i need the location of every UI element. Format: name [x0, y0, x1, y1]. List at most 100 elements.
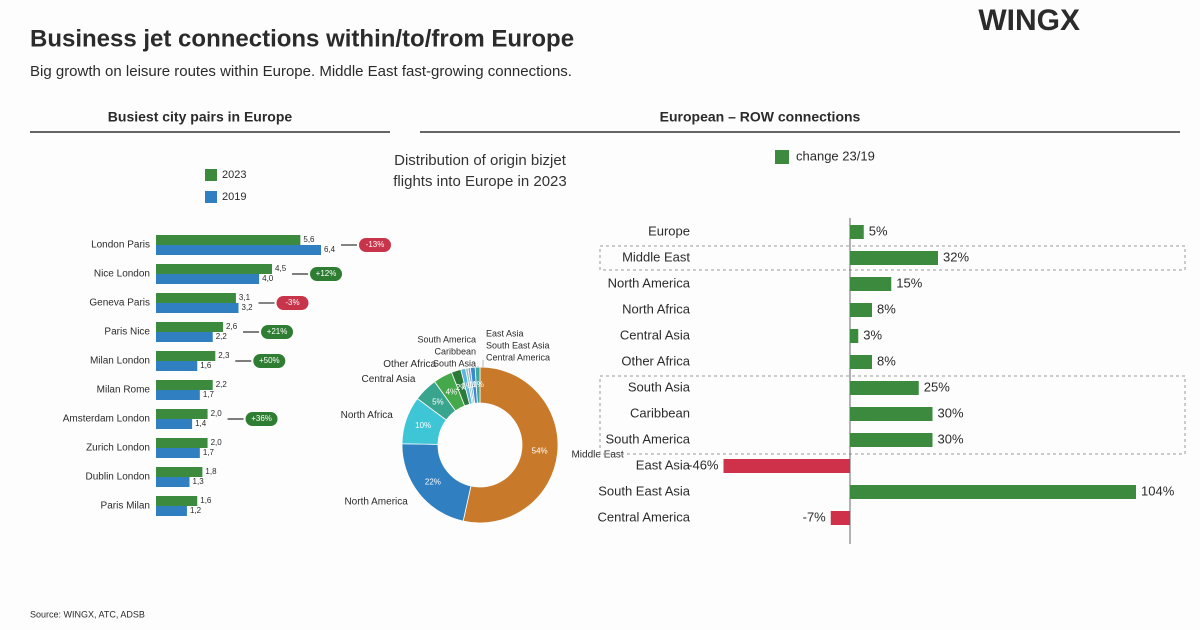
- category-label: South East Asia: [486, 340, 550, 350]
- value-label: 2,0: [211, 409, 223, 418]
- value-label: 5%: [869, 223, 888, 238]
- category-label: Central America: [598, 509, 691, 524]
- category-label: North Africa: [341, 410, 394, 421]
- bar: [156, 448, 200, 458]
- highlight-box: [599, 375, 1186, 455]
- value-label: 1,3: [193, 477, 205, 486]
- value-label: 2,2: [216, 332, 228, 341]
- value-label: 5,6: [303, 235, 315, 244]
- change-badge: [245, 412, 278, 426]
- value-label: 30%: [938, 405, 964, 420]
- value-label: 2,0: [211, 438, 223, 447]
- donut-segment: [474, 366, 481, 404]
- change-label: +21%: [267, 327, 288, 336]
- category-label: North Africa: [622, 301, 691, 316]
- value-label: 2%: [456, 383, 468, 392]
- change-label: +50%: [259, 356, 280, 365]
- bar: [156, 506, 187, 516]
- value-label: 32%: [943, 249, 969, 264]
- bar: [850, 251, 938, 265]
- value-label: 1,2: [190, 506, 202, 515]
- bar: [156, 332, 213, 342]
- bar: [850, 407, 933, 421]
- legend-swatch: [775, 150, 789, 164]
- category-label: Central Asia: [362, 374, 416, 385]
- bar: [156, 477, 190, 487]
- bar: [156, 274, 260, 284]
- bar: [156, 380, 213, 390]
- value-label: 5%: [432, 397, 444, 406]
- category-label: Amsterdam London: [63, 414, 150, 425]
- bar: [156, 322, 224, 332]
- value-label: -7%: [803, 509, 827, 524]
- change-badge: [310, 267, 343, 281]
- bar: [850, 277, 892, 291]
- value-label: 25%: [924, 379, 950, 394]
- category-label: East Asia: [636, 457, 691, 472]
- bar: [850, 355, 872, 369]
- value-label: 2,3: [218, 351, 230, 360]
- value-label: 8%: [877, 301, 896, 316]
- change-label: -3%: [285, 298, 299, 307]
- change-badge: [276, 296, 309, 310]
- category-label: Paris Nice: [104, 327, 150, 338]
- donut-segment: [462, 366, 559, 524]
- category-label: Milan Rome: [97, 385, 151, 396]
- value-label: 1%: [472, 380, 484, 389]
- bar: [156, 496, 198, 506]
- value-label: 1%: [461, 382, 473, 391]
- category-label: Caribbean: [630, 405, 690, 420]
- value-label: 1,6: [200, 496, 212, 505]
- change-badge: [359, 238, 391, 252]
- value-label: -46%: [688, 457, 719, 472]
- legend-label: 2023: [222, 169, 246, 181]
- category-label: Middle East: [622, 249, 690, 264]
- category-label: South Asia: [628, 379, 691, 394]
- value-label: 30%: [938, 431, 964, 446]
- bar: [156, 409, 208, 419]
- category-label: Europe: [648, 223, 690, 238]
- category-label: Milan London: [90, 356, 150, 367]
- bar: [156, 351, 216, 361]
- category-label: South America: [417, 334, 476, 344]
- value-label: 6,4: [324, 245, 336, 254]
- legend-label: 2019: [222, 191, 246, 203]
- value-label: 4%: [446, 387, 458, 396]
- category-label: Nice London: [94, 269, 150, 280]
- change-label: +12%: [316, 269, 337, 278]
- value-label: 1,7: [203, 448, 215, 457]
- legend-label: change 23/19: [796, 148, 875, 163]
- bar: [156, 390, 200, 400]
- category-label: Central Asia: [620, 327, 691, 342]
- legend-swatch: [205, 191, 217, 203]
- value-label: 3,2: [242, 303, 254, 312]
- change-badge: [261, 325, 294, 339]
- change-label: +36%: [251, 414, 272, 423]
- value-label: 1,8: [205, 467, 217, 476]
- donut-title-box: Distribution of origin bizjet flights in…: [393, 152, 566, 190]
- category-label: Central America: [486, 352, 550, 362]
- value-label: 4,5: [275, 264, 287, 273]
- bar: [156, 235, 301, 245]
- section-title: Busiest city pairs in Europe: [108, 109, 293, 125]
- value-label: 1,6: [200, 361, 212, 370]
- value-label: 2,2: [216, 380, 228, 389]
- value-label: 1,7: [203, 390, 215, 399]
- bar: [850, 329, 859, 343]
- category-label: London Paris: [91, 240, 150, 251]
- bar: [850, 485, 1136, 499]
- category-label: Zurich London: [86, 443, 150, 454]
- category-label: South East Asia: [598, 483, 691, 498]
- bar: [156, 245, 321, 255]
- value-label: 1,4: [195, 419, 207, 428]
- bar: [850, 433, 933, 447]
- value-label: 10%: [415, 421, 431, 430]
- value-label: 54%: [532, 447, 548, 456]
- bar: [156, 361, 198, 371]
- category-label: North America: [344, 497, 408, 508]
- bar: [156, 264, 273, 274]
- bar: [156, 419, 193, 429]
